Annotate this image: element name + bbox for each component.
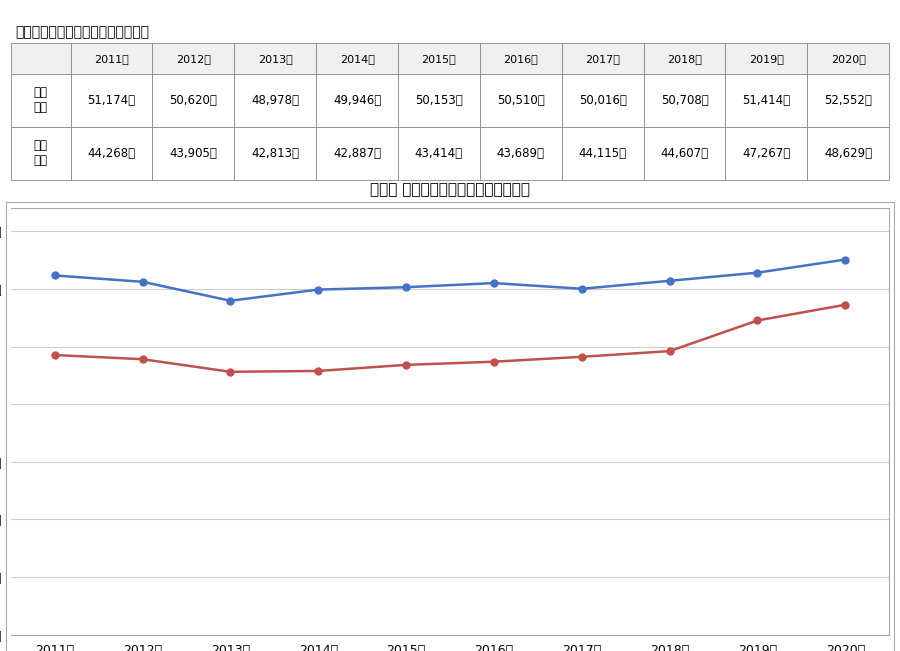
- Line: 基準地価: 基準地価: [51, 301, 849, 375]
- Text: 43,414円: 43,414円: [415, 146, 463, 159]
- Bar: [152, 43, 234, 74]
- Text: 2016年: 2016年: [503, 53, 538, 64]
- 基準地価: [400, 361, 411, 368]
- Bar: [152, 127, 234, 180]
- 基準地価: [752, 316, 763, 324]
- 基準地価: [50, 351, 60, 359]
- Text: 43,905円: 43,905円: [169, 146, 217, 159]
- Text: 51,414円: 51,414円: [742, 94, 790, 107]
- Text: 43,689円: 43,689円: [497, 146, 544, 159]
- Text: 2012年: 2012年: [176, 53, 211, 64]
- Bar: [480, 43, 562, 74]
- Bar: [70, 74, 152, 127]
- Text: 51,174円: 51,174円: [87, 94, 136, 107]
- Text: 2015年: 2015年: [421, 53, 456, 64]
- Text: 2017年: 2017年: [585, 53, 620, 64]
- Bar: [398, 43, 480, 74]
- 公示地価: [489, 279, 500, 287]
- 基準地価: [313, 367, 324, 375]
- Bar: [644, 127, 725, 180]
- Bar: [562, 127, 644, 180]
- Bar: [807, 74, 889, 127]
- Bar: [234, 127, 316, 180]
- 基準地価: [576, 353, 587, 361]
- Bar: [234, 74, 316, 127]
- Bar: [316, 74, 398, 127]
- 基準地価: [840, 301, 850, 309]
- Bar: [807, 127, 889, 180]
- Bar: [70, 127, 152, 180]
- Bar: [562, 43, 644, 74]
- Text: 2020年: 2020年: [831, 53, 866, 64]
- Text: 2013年: 2013年: [257, 53, 292, 64]
- Bar: [152, 74, 234, 127]
- Text: 50,016円: 50,016円: [579, 94, 626, 107]
- 基準地価: [225, 368, 236, 376]
- Bar: [11, 74, 70, 127]
- Bar: [725, 74, 807, 127]
- Bar: [316, 43, 398, 74]
- 公示地価: [576, 285, 587, 293]
- Bar: [562, 74, 644, 127]
- 公示地価: [840, 256, 850, 264]
- 公示地価: [664, 277, 675, 284]
- Text: 50,708円: 50,708円: [661, 94, 708, 107]
- Bar: [398, 74, 480, 127]
- Bar: [480, 127, 562, 180]
- Text: 42,887円: 42,887円: [333, 146, 381, 159]
- 公示地価: [752, 269, 763, 277]
- Bar: [11, 127, 70, 180]
- Text: 42,813円: 42,813円: [251, 146, 299, 159]
- Bar: [316, 127, 398, 180]
- Text: 44,268円: 44,268円: [87, 146, 136, 159]
- Bar: [725, 127, 807, 180]
- 公示地価: [225, 297, 236, 305]
- Text: 2014年: 2014年: [339, 53, 374, 64]
- Text: 2011年: 2011年: [94, 53, 129, 64]
- Text: 50,510円: 50,510円: [497, 94, 544, 107]
- Text: 2019年: 2019年: [749, 53, 784, 64]
- 公示地価: [137, 278, 148, 286]
- Bar: [70, 43, 152, 74]
- 基準地価: [664, 347, 675, 355]
- Text: 49,946円: 49,946円: [333, 94, 382, 107]
- Bar: [480, 74, 562, 127]
- Bar: [807, 43, 889, 74]
- Text: 基準
地価: 基準 地価: [33, 139, 48, 167]
- Text: 47,267円: 47,267円: [742, 146, 790, 159]
- Text: 50,153円: 50,153円: [415, 94, 463, 107]
- Bar: [725, 43, 807, 74]
- Text: 52,552円: 52,552円: [824, 94, 872, 107]
- Text: 48,629円: 48,629円: [824, 146, 872, 159]
- Bar: [644, 43, 725, 74]
- Bar: [11, 43, 70, 74]
- Text: 44,115円: 44,115円: [579, 146, 626, 159]
- 公示地価: [313, 286, 324, 294]
- Text: 公示・基準地価の推移（平均／㎡）: 公示・基準地価の推移（平均／㎡）: [15, 25, 149, 39]
- 公示地価: [400, 283, 411, 291]
- Text: 公示
地価: 公示 地価: [33, 87, 48, 115]
- 基準地価: [489, 358, 500, 366]
- Text: 44,607円: 44,607円: [661, 146, 708, 159]
- Text: 48,978円: 48,978円: [251, 94, 299, 107]
- Bar: [644, 74, 725, 127]
- Text: 2018年: 2018年: [667, 53, 702, 64]
- Line: 公示地価: 公示地価: [51, 256, 849, 304]
- Bar: [234, 43, 316, 74]
- Bar: [398, 127, 480, 180]
- 公示地価: [50, 271, 60, 279]
- Text: 50,620円: 50,620円: [169, 94, 217, 107]
- Title: 千葉県 市原市の公示・基準地価の推移: 千葉県 市原市の公示・基準地価の推移: [370, 182, 530, 197]
- 基準地価: [137, 355, 148, 363]
